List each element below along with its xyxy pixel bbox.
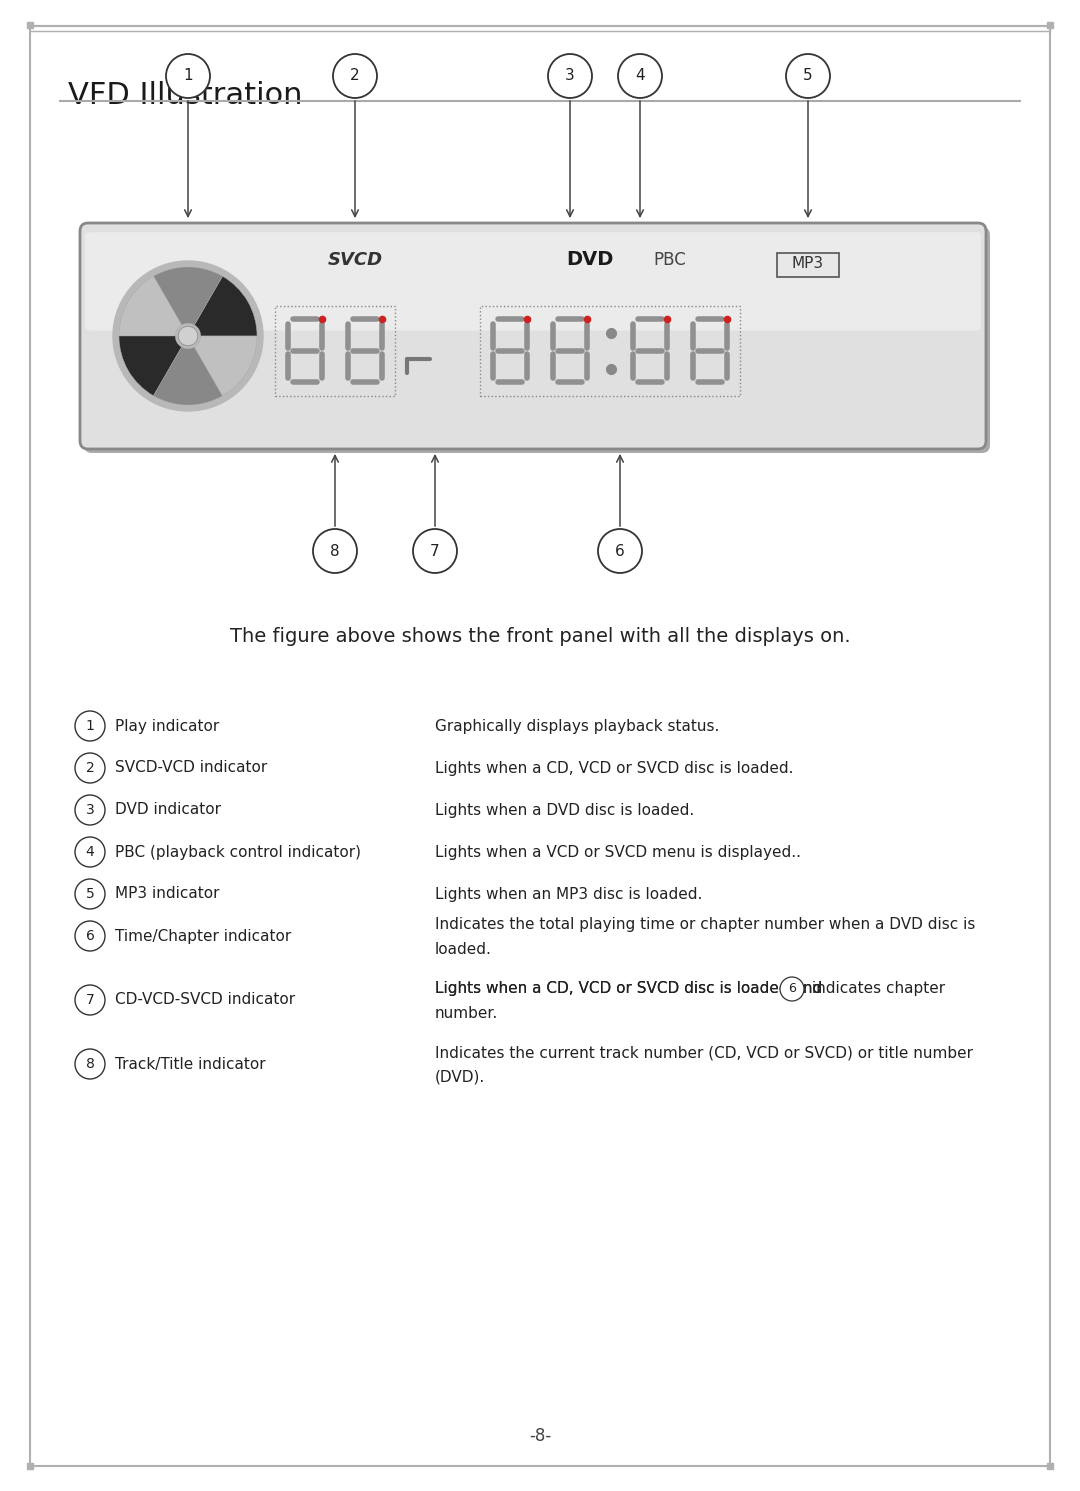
Text: Time/Chapter indicator: Time/Chapter indicator xyxy=(114,929,292,944)
Text: 8: 8 xyxy=(85,1057,94,1071)
Text: 6: 6 xyxy=(85,929,94,942)
Text: SVCD-VCD indicator: SVCD-VCD indicator xyxy=(114,760,267,775)
Text: -8-: -8- xyxy=(529,1427,551,1445)
Text: The figure above shows the front panel with all the displays on.: The figure above shows the front panel w… xyxy=(230,626,850,646)
Text: Lights when a VCD or SVCD menu is displayed..: Lights when a VCD or SVCD menu is displa… xyxy=(435,844,801,859)
Text: 5: 5 xyxy=(85,887,94,901)
Text: Lights when a CD, VCD or SVCD disc is loaded and: Lights when a CD, VCD or SVCD disc is lo… xyxy=(435,981,827,996)
Text: (DVD).: (DVD). xyxy=(435,1069,485,1084)
Circle shape xyxy=(75,921,105,951)
Text: loaded.: loaded. xyxy=(435,941,491,957)
Text: 1: 1 xyxy=(184,69,193,83)
Text: PBC (playback control indicator): PBC (playback control indicator) xyxy=(114,844,361,859)
Text: DVD indicator: DVD indicator xyxy=(114,802,221,817)
Circle shape xyxy=(166,54,210,98)
Text: 5: 5 xyxy=(804,69,813,83)
Circle shape xyxy=(780,977,804,1000)
Text: indicates chapter: indicates chapter xyxy=(807,981,945,996)
Text: Play indicator: Play indicator xyxy=(114,719,219,734)
Circle shape xyxy=(75,986,105,1015)
Text: VFD Illustration: VFD Illustration xyxy=(68,81,302,110)
Circle shape xyxy=(313,529,357,573)
Text: 3: 3 xyxy=(85,804,94,817)
Bar xyxy=(275,306,395,395)
Text: 2: 2 xyxy=(350,69,360,83)
Circle shape xyxy=(598,529,642,573)
Text: Indicates the current track number (CD, VCD or SVCD) or title number: Indicates the current track number (CD, … xyxy=(435,1045,973,1060)
Circle shape xyxy=(333,54,377,98)
Bar xyxy=(480,306,740,395)
Text: MP3: MP3 xyxy=(792,256,824,271)
Text: CD-VCD-SVCD indicator: CD-VCD-SVCD indicator xyxy=(114,993,295,1008)
Text: Lights when a CD, VCD or SVCD disc is loaded and: Lights when a CD, VCD or SVCD disc is lo… xyxy=(435,981,827,996)
Circle shape xyxy=(75,880,105,910)
Text: 1: 1 xyxy=(85,719,94,734)
Text: 3: 3 xyxy=(565,69,575,83)
Circle shape xyxy=(75,1050,105,1079)
Text: 7: 7 xyxy=(85,993,94,1006)
Text: PBC: PBC xyxy=(653,250,687,268)
Text: 8: 8 xyxy=(330,544,340,559)
Circle shape xyxy=(75,711,105,741)
Text: 6: 6 xyxy=(788,983,796,996)
FancyBboxPatch shape xyxy=(777,253,839,277)
Text: DVD: DVD xyxy=(566,250,613,268)
Text: 4: 4 xyxy=(635,69,645,83)
Circle shape xyxy=(413,529,457,573)
Circle shape xyxy=(786,54,831,98)
Text: Lights when an MP3 disc is loaded.: Lights when an MP3 disc is loaded. xyxy=(435,887,702,902)
Text: number.: number. xyxy=(435,1005,498,1020)
FancyBboxPatch shape xyxy=(80,224,986,449)
Wedge shape xyxy=(194,276,257,335)
Wedge shape xyxy=(153,267,222,325)
Circle shape xyxy=(75,753,105,783)
Text: SVCD: SVCD xyxy=(327,250,382,268)
Text: Graphically displays playback status.: Graphically displays playback status. xyxy=(435,719,719,734)
Text: Indicates the total playing time or chapter number when a DVD disc is: Indicates the total playing time or chap… xyxy=(435,917,975,932)
Text: Lights when a DVD disc is loaded.: Lights when a DVD disc is loaded. xyxy=(435,802,694,817)
FancyBboxPatch shape xyxy=(30,25,1050,1466)
Text: 2: 2 xyxy=(85,760,94,775)
Circle shape xyxy=(548,54,592,98)
Text: 7: 7 xyxy=(430,544,440,559)
Circle shape xyxy=(113,261,264,412)
Circle shape xyxy=(75,836,105,866)
Text: 4: 4 xyxy=(85,845,94,859)
FancyBboxPatch shape xyxy=(85,233,981,331)
Text: Track/Title indicator: Track/Title indicator xyxy=(114,1057,266,1072)
Wedge shape xyxy=(119,335,181,395)
Circle shape xyxy=(618,54,662,98)
Circle shape xyxy=(178,327,198,346)
Wedge shape xyxy=(153,347,222,406)
Text: 6: 6 xyxy=(616,544,625,559)
Text: Lights when a CD, VCD or SVCD disc is loaded.: Lights when a CD, VCD or SVCD disc is lo… xyxy=(435,760,794,775)
Wedge shape xyxy=(119,276,181,335)
Circle shape xyxy=(75,795,105,825)
Wedge shape xyxy=(194,335,257,395)
Text: MP3 indicator: MP3 indicator xyxy=(114,887,219,902)
FancyBboxPatch shape xyxy=(84,227,990,453)
